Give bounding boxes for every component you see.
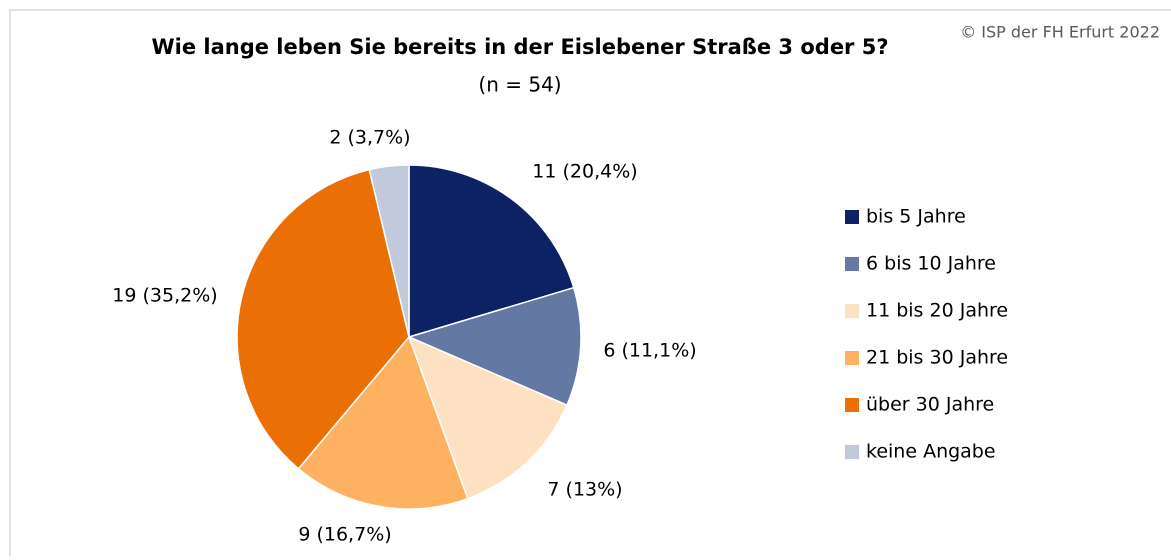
data-label: 7 (13%) [547,479,622,501]
chart-title: Wie lange leben Sie bereits in der Eisle… [151,35,888,59]
data-label: 2 (3,7%) [329,127,410,149]
chart-subtitle: (n = 54) [478,73,561,97]
legend-swatch [845,257,859,271]
legend-swatch [845,445,859,459]
data-label: 6 (11,1%) [603,340,696,362]
legend-label: 21 bis 30 Jahre [866,347,1008,369]
pie-slice [236,168,410,470]
legend-label: keine Angabe [866,441,996,463]
legend-label: 6 bis 10 Jahre [866,253,996,275]
legend-swatch [845,351,859,365]
pie-slice [297,335,469,510]
annotation: © ISP der FH Erfurt 2022 [960,23,1160,42]
pie-slice [408,164,575,339]
pie-slice [407,335,568,500]
chart-border [9,9,1171,556]
pie-slice [368,164,410,338]
data-label: 11 (20,4%) [532,161,637,183]
legend-label: über 30 Jahre [866,394,994,416]
legend-label: 11 bis 20 Jahre [866,300,1008,322]
legend-label: bis 5 Jahre [866,206,966,228]
legend-swatch [845,210,859,224]
legend-swatch [845,398,859,412]
data-label: 19 (35,2%) [112,285,217,307]
data-label: 9 (16,7%) [298,524,391,546]
pie-slice [406,286,582,407]
legend-swatch [845,304,859,318]
